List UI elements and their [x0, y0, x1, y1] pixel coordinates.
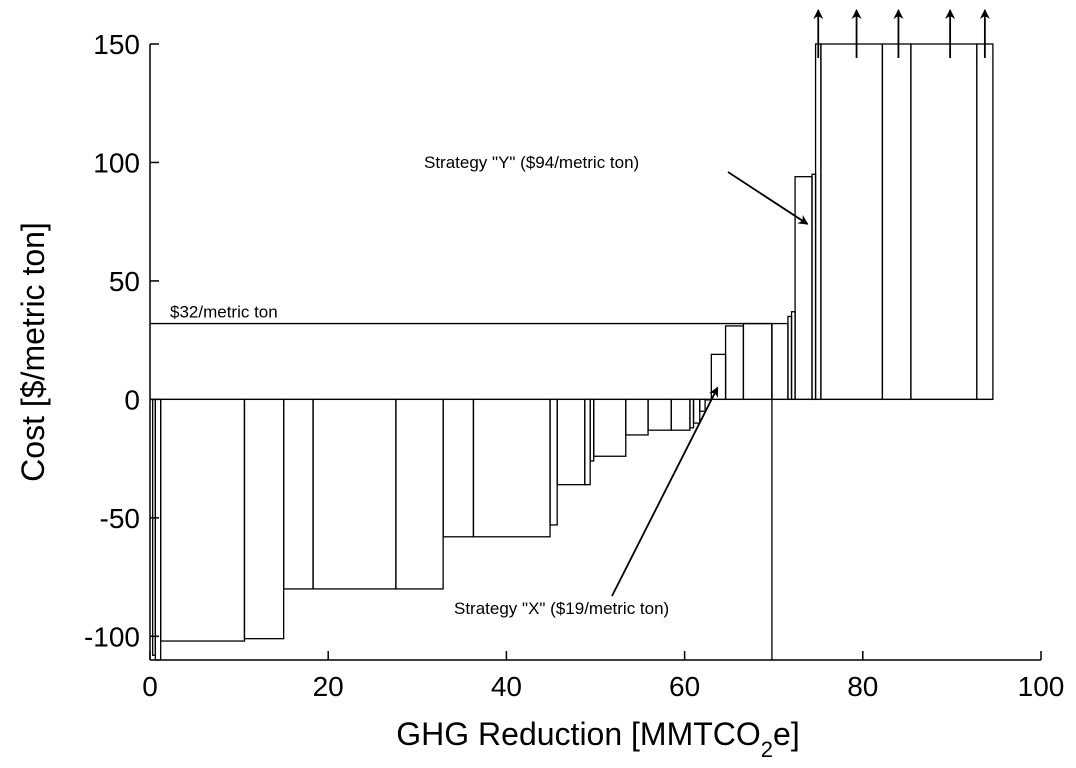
- y-tick-label: -100: [84, 621, 140, 652]
- y-tick-label: 150: [93, 29, 140, 60]
- bar-30: [820, 43, 884, 401]
- x-axis-title-subscript: 2: [761, 737, 773, 762]
- bar-29: [814, 43, 822, 401]
- y-tick-label: 0: [124, 384, 140, 415]
- strategy-y-label: Strategy "Y" ($94/metric ton): [424, 153, 639, 172]
- bar-9: [549, 398, 558, 526]
- x-tick-label: 20: [313, 671, 344, 702]
- strategy-x-arrow: [611, 386, 719, 597]
- bar-16: [670, 398, 691, 431]
- bar-8: [472, 398, 551, 538]
- bar-32: [910, 43, 978, 401]
- bar-33: [976, 43, 994, 401]
- y-tick-label: 50: [109, 266, 140, 297]
- bars-layer: [152, 43, 994, 661]
- bar-2: [160, 398, 246, 642]
- x-axis-title-main: GHG Reduction [MMTCO: [396, 716, 761, 752]
- annotation-layer: $32/metric ton Strategy "Y" ($94/metric t…: [170, 153, 809, 618]
- bar-10: [556, 398, 586, 486]
- y-tick-label: -50: [100, 503, 140, 534]
- bar-4: [282, 398, 314, 590]
- x-tick-label: 100: [1018, 671, 1065, 702]
- bar-7: [442, 398, 475, 538]
- bar-6: [395, 398, 444, 590]
- bar-19: [699, 398, 706, 412]
- ticks-layer: 0 20 40 60 80 100 -100 -50 0 50 100 150: [84, 29, 1064, 702]
- strategy-x-label: Strategy "X" ($19/metric ton): [454, 599, 669, 618]
- bar-22: [724, 325, 745, 401]
- x-tick-label: 0: [142, 671, 158, 702]
- bar-5: [312, 398, 397, 590]
- bar-3: [243, 398, 285, 640]
- x-tick-label: 40: [491, 671, 522, 702]
- bar-11: [584, 398, 591, 486]
- bar-23: [742, 322, 773, 401]
- y-tick-label: 100: [93, 147, 140, 178]
- bar-14: [625, 398, 649, 436]
- reference-line-label: $32/metric ton: [170, 303, 278, 322]
- bar-31: [881, 43, 912, 401]
- bar-15: [647, 398, 672, 431]
- x-tick-label: 80: [847, 671, 878, 702]
- bar-13: [593, 398, 627, 457]
- x-axis-title: GHG Reduction [MMTCO2e]: [396, 716, 799, 762]
- bar-21: [710, 353, 727, 401]
- lines-layer: [150, 9, 993, 660]
- y-axis-title: Cost [$/metric ton]: [15, 222, 51, 482]
- strategy-y-arrow: [727, 171, 809, 225]
- bar-24: [771, 322, 789, 401]
- x-tick-label: 60: [669, 671, 700, 702]
- bar-1: [154, 398, 162, 661]
- x-axis-title-end: e]: [773, 716, 800, 752]
- bar-18: [692, 398, 701, 424]
- bar-27: [794, 176, 813, 401]
